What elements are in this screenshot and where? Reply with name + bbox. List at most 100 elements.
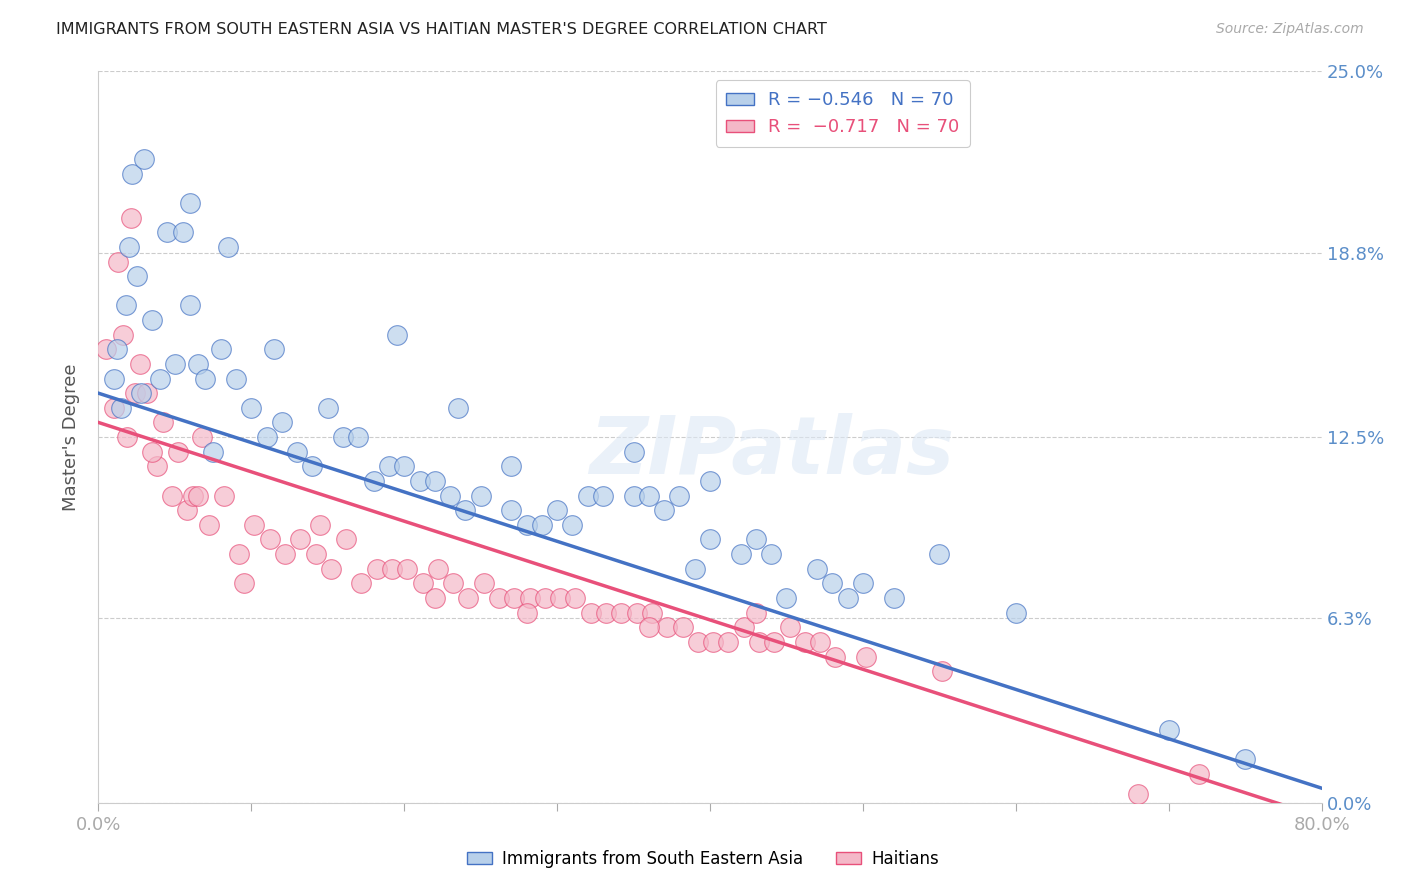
Point — [103, 371, 125, 385]
Point — [928, 547, 950, 561]
Point — [124, 386, 146, 401]
Point — [202, 444, 225, 458]
Point — [115, 298, 138, 312]
Point — [652, 503, 675, 517]
Point — [748, 635, 770, 649]
Point — [439, 489, 461, 503]
Point — [179, 196, 201, 211]
Text: IMMIGRANTS FROM SOUTH EASTERN ASIA VS HAITIAN MASTER'S DEGREE CORRELATION CHART: IMMIGRANTS FROM SOUTH EASTERN ASIA VS HA… — [56, 22, 827, 37]
Point — [423, 474, 446, 488]
Point — [793, 635, 815, 649]
Point — [187, 489, 209, 503]
Text: ZIPatlas: ZIPatlas — [589, 413, 953, 491]
Point — [441, 576, 464, 591]
Point — [120, 211, 142, 225]
Point — [163, 357, 186, 371]
Point — [775, 591, 797, 605]
Point — [806, 562, 828, 576]
Point — [209, 343, 232, 357]
Text: Source: ZipAtlas.com: Source: ZipAtlas.com — [1216, 22, 1364, 37]
Point — [761, 547, 783, 561]
Point — [683, 562, 706, 576]
Point — [454, 503, 477, 517]
Point — [638, 489, 661, 503]
Point — [111, 327, 134, 342]
Point — [191, 430, 214, 444]
Point — [824, 649, 846, 664]
Point — [378, 459, 401, 474]
Point — [105, 343, 128, 357]
Point — [671, 620, 693, 634]
Point — [470, 489, 492, 503]
Point — [316, 401, 339, 415]
Point — [717, 635, 740, 649]
Point — [516, 517, 538, 532]
Point — [274, 547, 297, 561]
Point — [1004, 606, 1026, 620]
Point — [730, 547, 752, 561]
Point — [396, 562, 419, 576]
Point — [125, 269, 148, 284]
Point — [134, 152, 156, 166]
Point — [270, 416, 294, 430]
Point — [263, 343, 285, 357]
Point — [145, 459, 167, 474]
Point — [304, 547, 326, 561]
Point — [228, 547, 250, 561]
Point — [1128, 787, 1150, 801]
Point — [733, 620, 755, 634]
Point — [779, 620, 801, 634]
Point — [516, 606, 538, 620]
Point — [217, 240, 239, 254]
Point — [141, 444, 163, 458]
Point — [363, 474, 385, 488]
Point — [457, 591, 479, 605]
Point — [381, 562, 404, 576]
Point — [335, 533, 357, 547]
Point — [534, 591, 557, 605]
Point — [426, 562, 449, 576]
Point — [366, 562, 388, 576]
Point — [167, 444, 190, 458]
Point — [121, 167, 143, 181]
Point — [350, 576, 373, 591]
Point — [548, 591, 571, 605]
Point — [194, 371, 217, 385]
Point — [821, 576, 844, 591]
Point — [301, 459, 323, 474]
Point — [118, 240, 141, 254]
Point — [156, 225, 179, 239]
Point — [259, 533, 281, 547]
Point — [808, 635, 831, 649]
Point — [1188, 766, 1211, 780]
Point — [837, 591, 859, 605]
Point — [668, 489, 690, 503]
Point — [623, 444, 645, 458]
Point — [472, 576, 495, 591]
Point — [641, 606, 664, 620]
Point — [408, 474, 430, 488]
Point — [855, 649, 877, 664]
Point — [564, 591, 586, 605]
Point — [423, 591, 446, 605]
Point — [187, 357, 209, 371]
Point — [128, 357, 150, 371]
Point — [212, 489, 235, 503]
Point — [176, 503, 198, 517]
Point — [197, 517, 219, 532]
Point — [152, 416, 174, 430]
Point — [149, 371, 172, 385]
Point — [107, 254, 129, 268]
Point — [332, 430, 354, 444]
Point — [745, 606, 768, 620]
Point — [638, 620, 661, 634]
Point — [94, 343, 117, 357]
Point — [285, 444, 308, 458]
Point — [1157, 723, 1180, 737]
Point — [392, 459, 416, 474]
Point — [931, 664, 953, 678]
Point — [626, 606, 648, 620]
Point — [883, 591, 905, 605]
Point — [592, 489, 614, 503]
Point — [243, 517, 266, 532]
